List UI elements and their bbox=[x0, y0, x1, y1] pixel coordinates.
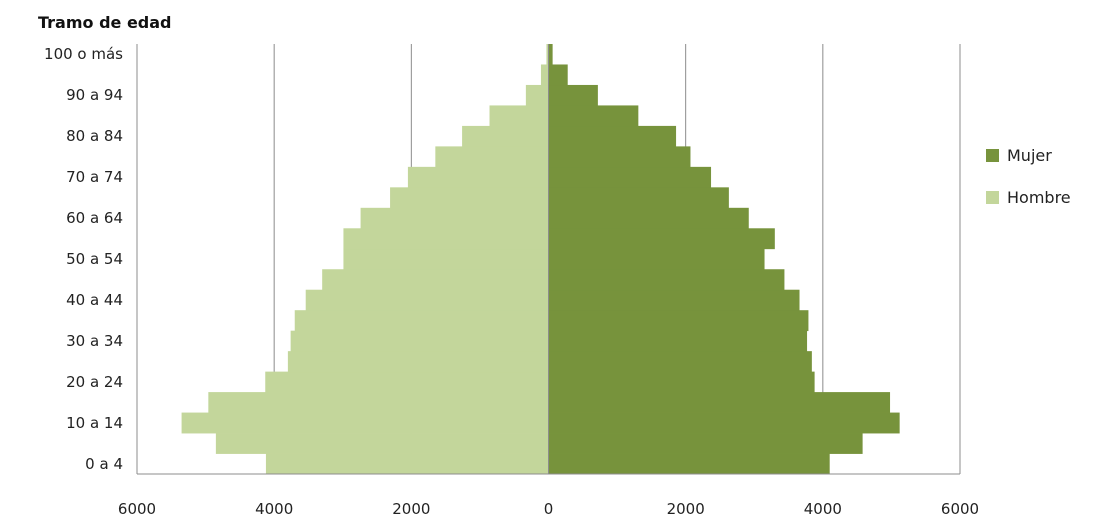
y-tick-labels: 0 a 4 10 a 14 20 a 24 30 a 34 40 a 44 50 a 54… bbox=[44, 45, 123, 473]
bar-hombre-6 bbox=[290, 330, 549, 352]
bar-mujer-5 bbox=[548, 351, 812, 373]
x-tick-label: 6000 bbox=[118, 500, 156, 518]
x-tick-label: 0 bbox=[544, 500, 554, 518]
bar-mujer-15 bbox=[548, 146, 691, 168]
bar-mujer-17 bbox=[548, 105, 639, 127]
legend-swatch-hombre bbox=[986, 191, 999, 204]
y-tick-label: 50 a 54 bbox=[66, 250, 123, 268]
bar-hombre-2 bbox=[181, 412, 549, 434]
legend: Mujer Hombre bbox=[986, 146, 1071, 207]
y-tick-label: 80 a 84 bbox=[66, 127, 123, 145]
bar-mujer-18 bbox=[548, 84, 598, 106]
legend-label-mujer: Mujer bbox=[1007, 146, 1052, 165]
bar-hombre-13 bbox=[390, 187, 549, 209]
bar-hombre-16 bbox=[462, 125, 549, 147]
bar-mujer-3 bbox=[548, 392, 891, 413]
x-tick-label: 2000 bbox=[667, 500, 705, 518]
bar-hombre-17 bbox=[489, 105, 549, 127]
bar-hombre-3 bbox=[208, 392, 549, 413]
y-tick-label: 100 o más bbox=[44, 45, 123, 63]
bar-hombre-18 bbox=[525, 84, 549, 106]
bar-mujer-1 bbox=[548, 433, 863, 454]
bar-mujer-10 bbox=[548, 248, 765, 270]
bar-mujer-16 bbox=[548, 125, 677, 147]
bar-hombre-15 bbox=[435, 146, 549, 168]
bar-mujer-8 bbox=[548, 289, 800, 311]
legend-label-hombre: Hombre bbox=[1007, 188, 1071, 207]
bar-hombre-10 bbox=[343, 248, 549, 270]
y-tick-label: 0 a 4 bbox=[85, 455, 123, 473]
bar-mujer-4 bbox=[548, 371, 815, 393]
bar-hombre-19 bbox=[540, 64, 549, 86]
bar-mujer-19 bbox=[548, 64, 568, 86]
bar-hombre-5 bbox=[287, 351, 549, 373]
axes bbox=[136, 44, 961, 475]
y-tick-label: 60 a 64 bbox=[66, 209, 123, 227]
bar-mujer-13 bbox=[548, 187, 729, 209]
y-tick-label: 20 a 24 bbox=[66, 373, 123, 391]
bar-hombre-7 bbox=[294, 310, 549, 332]
y-tick-label: 40 a 44 bbox=[66, 291, 123, 309]
bar-hombre-9 bbox=[322, 269, 549, 291]
legend-swatch-mujer bbox=[986, 149, 999, 162]
bar-mujer-9 bbox=[548, 269, 785, 291]
bars bbox=[181, 44, 900, 475]
y-tick-label: 90 a 94 bbox=[66, 86, 123, 104]
y-tick-label: 10 a 14 bbox=[66, 414, 123, 432]
bar-hombre-14 bbox=[407, 166, 549, 188]
bar-hombre-11 bbox=[343, 228, 549, 250]
bar-hombre-0 bbox=[265, 453, 549, 475]
y-tick-label: 70 a 74 bbox=[66, 168, 123, 186]
bar-hombre-1 bbox=[215, 433, 549, 454]
x-tick-labels: 6000 4000 2000 0 2000 4000 6000 bbox=[118, 500, 979, 518]
bar-mujer-0 bbox=[548, 453, 830, 475]
bar-mujer-11 bbox=[548, 228, 775, 250]
x-tick-label: 4000 bbox=[255, 500, 293, 518]
y-tick-label: 30 a 34 bbox=[66, 332, 123, 350]
chart-title: Tramo de edad bbox=[38, 13, 172, 32]
bar-mujer-14 bbox=[548, 166, 712, 188]
bar-hombre-4 bbox=[265, 371, 549, 393]
bar-mujer-20 bbox=[548, 44, 553, 65]
bar-mujer-7 bbox=[548, 310, 809, 332]
x-tick-label: 2000 bbox=[392, 500, 430, 518]
x-tick-label: 4000 bbox=[804, 500, 842, 518]
bar-mujer-12 bbox=[548, 207, 749, 229]
bar-mujer-2 bbox=[548, 412, 900, 434]
bar-hombre-8 bbox=[305, 289, 549, 311]
bar-hombre-12 bbox=[360, 207, 549, 229]
bar-mujer-6 bbox=[548, 330, 808, 352]
bar-hombre-20 bbox=[546, 44, 549, 65]
x-tick-label: 6000 bbox=[941, 500, 979, 518]
